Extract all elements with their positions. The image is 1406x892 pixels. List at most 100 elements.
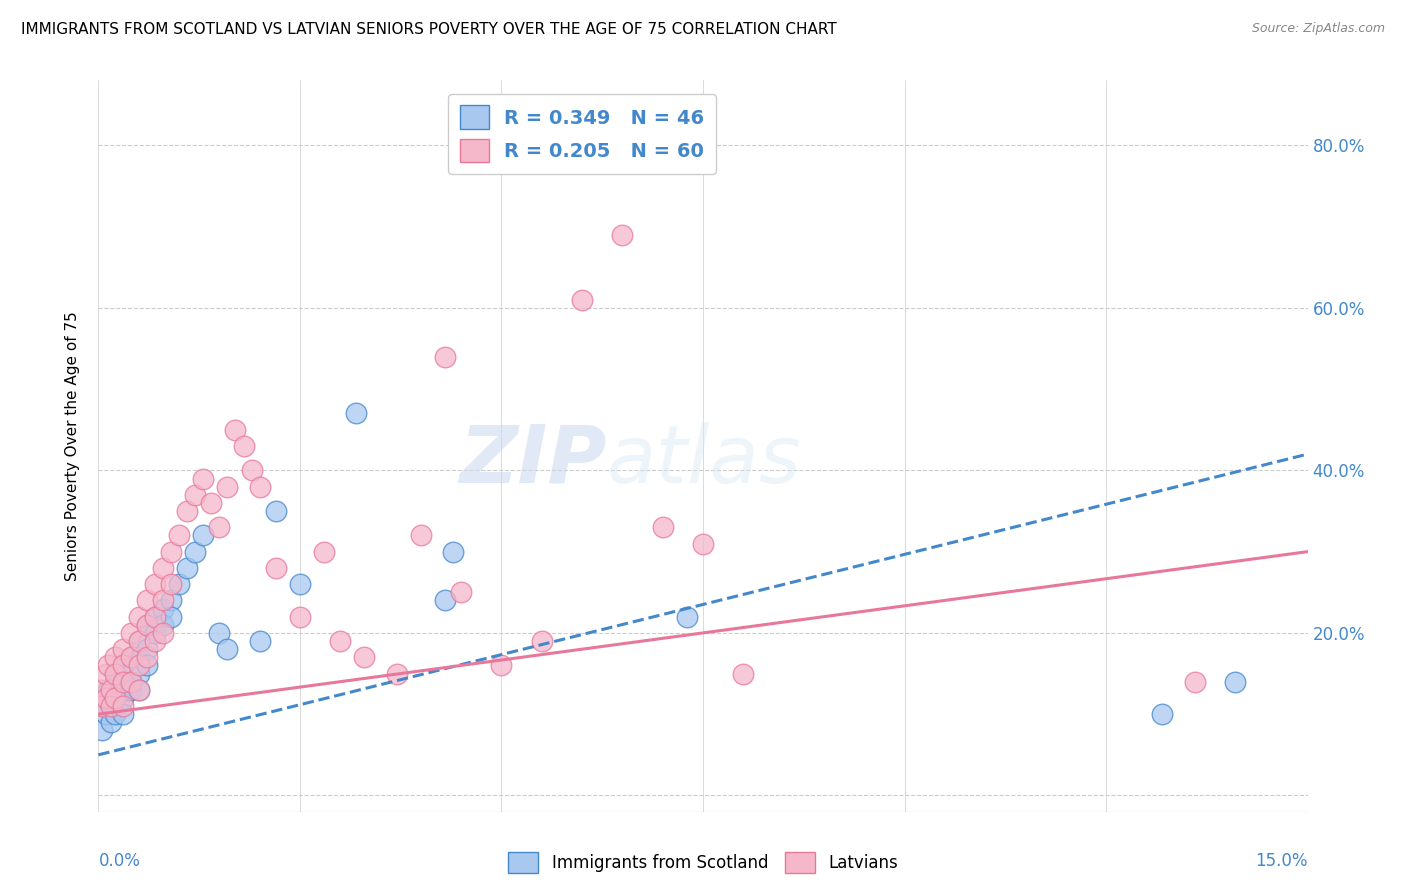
Point <box>128 634 150 648</box>
Point <box>135 642 157 657</box>
Text: 15.0%: 15.0% <box>1256 852 1308 870</box>
Text: Source: ZipAtlas.com: Source: ZipAtlas.com <box>1251 22 1385 36</box>
Point <box>240 463 263 477</box>
Point <box>184 544 207 558</box>
Point <box>111 690 134 705</box>
Point <box>160 544 183 558</box>
Text: 0.0%: 0.0% <box>98 852 141 870</box>
Point <box>184 488 207 502</box>
Point <box>111 707 134 722</box>
Point <box>111 658 134 673</box>
Point <box>329 634 352 648</box>
Point <box>143 577 166 591</box>
Y-axis label: Seniors Poverty Over the Age of 75: Seniors Poverty Over the Age of 75 <box>65 311 80 581</box>
Point <box>100 699 122 714</box>
Point <box>103 666 125 681</box>
Point <box>152 561 174 575</box>
Point <box>135 617 157 632</box>
Point <box>167 577 190 591</box>
Text: atlas: atlas <box>606 422 801 500</box>
Point <box>97 658 120 673</box>
Point <box>152 626 174 640</box>
Point <box>103 707 125 722</box>
Point <box>120 674 142 689</box>
Point <box>135 593 157 607</box>
Point <box>450 585 472 599</box>
Text: IMMIGRANTS FROM SCOTLAND VS LATVIAN SENIORS POVERTY OVER THE AGE OF 75 CORRELATI: IMMIGRANTS FROM SCOTLAND VS LATVIAN SENI… <box>21 22 837 37</box>
Point <box>409 528 432 542</box>
Point <box>676 609 699 624</box>
Point <box>152 617 174 632</box>
Point <box>1152 707 1174 722</box>
Point <box>143 626 166 640</box>
Point <box>434 593 457 607</box>
Point <box>434 350 457 364</box>
Point <box>111 699 134 714</box>
Point <box>103 674 125 689</box>
Point <box>120 682 142 697</box>
Point <box>128 634 150 648</box>
Point <box>217 480 239 494</box>
Point <box>249 634 271 648</box>
Point <box>176 561 198 575</box>
Point <box>167 528 190 542</box>
Point <box>571 293 593 307</box>
Point <box>115 682 138 697</box>
Point <box>120 666 142 681</box>
Point <box>385 666 408 681</box>
Point <box>96 690 118 705</box>
Point <box>208 520 231 534</box>
Point <box>264 561 287 575</box>
Point <box>91 699 114 714</box>
Point <box>135 617 157 632</box>
Point <box>353 650 375 665</box>
Point <box>103 650 125 665</box>
Point <box>288 609 311 624</box>
Legend: Immigrants from Scotland, Latvians: Immigrants from Scotland, Latvians <box>502 846 904 880</box>
Point <box>100 699 122 714</box>
Point <box>128 666 150 681</box>
Point <box>160 593 183 607</box>
Point <box>90 682 112 697</box>
Point <box>160 577 183 591</box>
Point <box>152 593 174 607</box>
Point <box>135 658 157 673</box>
Point <box>733 666 755 681</box>
Point <box>111 642 134 657</box>
Point <box>217 642 239 657</box>
Point <box>530 634 553 648</box>
Point <box>111 674 134 689</box>
Point <box>143 609 166 624</box>
Point <box>128 682 150 697</box>
Point <box>491 658 513 673</box>
Point <box>120 626 142 640</box>
Point <box>91 723 114 738</box>
Point <box>103 690 125 705</box>
Point <box>135 650 157 665</box>
Point <box>1223 674 1246 689</box>
Point <box>103 690 125 705</box>
Point <box>651 520 673 534</box>
Point <box>344 407 367 421</box>
Point <box>96 666 118 681</box>
Point <box>128 682 150 697</box>
Point <box>264 504 287 518</box>
Point <box>111 674 134 689</box>
Point <box>97 682 120 697</box>
Point <box>193 528 215 542</box>
Point <box>120 650 142 665</box>
Point <box>152 601 174 615</box>
Point <box>160 609 183 624</box>
Point <box>288 577 311 591</box>
Point <box>224 423 246 437</box>
Point <box>200 496 222 510</box>
Point <box>120 650 142 665</box>
Point <box>176 504 198 518</box>
Point <box>100 682 122 697</box>
Point <box>96 690 118 705</box>
Point <box>128 650 150 665</box>
Point <box>232 439 254 453</box>
Point <box>100 715 122 730</box>
Point <box>314 544 336 558</box>
Legend: R = 0.349   N = 46, R = 0.205   N = 60: R = 0.349 N = 46, R = 0.205 N = 60 <box>449 94 716 174</box>
